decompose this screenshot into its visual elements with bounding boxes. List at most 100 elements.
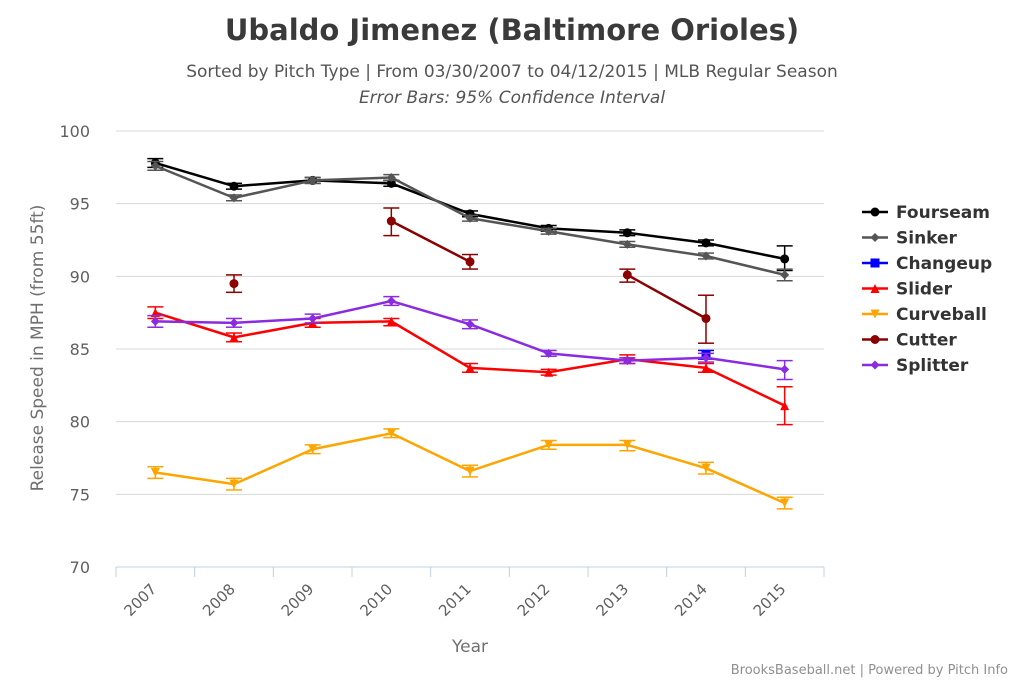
splitter-point-2015	[780, 364, 790, 374]
splitter-line-segment	[232, 317, 314, 325]
sinker-point-2013	[622, 239, 632, 249]
slider-line-segment	[311, 320, 393, 325]
slider-point-2012	[544, 367, 554, 377]
legend-label-splitter: Splitter	[896, 356, 969, 376]
x-tick-label-2013: 2013	[592, 580, 632, 620]
curveball-line-segment	[154, 471, 236, 486]
x-tick-label-2014: 2014	[671, 580, 711, 620]
slider-line-segment	[154, 311, 236, 339]
splitter-point-2009	[308, 313, 318, 323]
curveball-point-2013	[622, 440, 632, 450]
curveball-line-segment	[704, 466, 786, 505]
splitter-point-2007	[150, 316, 160, 326]
sinker-line-segment	[232, 179, 314, 200]
splitter-point-2010	[386, 296, 396, 306]
splitter-line-segment	[311, 299, 393, 320]
fourseam-point-2015	[780, 254, 790, 264]
y-tick-label-100: 100	[59, 122, 90, 141]
slider-line-segment	[468, 366, 550, 374]
legend-item-splitter[interactable]: Splitter	[862, 356, 969, 376]
splitter-line-segment	[468, 323, 550, 355]
curveball-line-segment	[626, 443, 708, 470]
series-cutter	[226, 207, 714, 344]
slider-point-2015	[780, 401, 790, 411]
splitter-line-segment	[704, 356, 786, 371]
y-tick-label-95: 95	[70, 195, 90, 214]
sinker-point-2014	[701, 251, 711, 261]
series-splitter	[147, 295, 793, 381]
splitter-point-2013	[622, 356, 632, 366]
slider-point-2011	[465, 363, 475, 373]
legend-item-fourseam[interactable]: Fourseam	[862, 203, 990, 223]
curveball-point-2012	[544, 440, 554, 450]
curveball-point-2008	[229, 479, 239, 489]
chart-subtitle-error-bars: Error Bars: 95% Confidence Interval	[359, 88, 665, 108]
sinker-line-segment	[390, 176, 472, 220]
sinker-point-2012	[544, 226, 554, 236]
x-tick-label-2007: 2007	[120, 580, 160, 620]
slider-line-segment	[547, 357, 629, 374]
sinker-line-segment	[547, 230, 629, 246]
chart-title: Ubaldo Jimenez (Baltimore Orioles)	[225, 13, 799, 47]
y-tick-label-85: 85	[70, 340, 90, 359]
chart-subtitle: Sorted by Pitch Type | From 03/30/2007 t…	[186, 62, 838, 82]
x-tick-label-2008: 2008	[199, 580, 239, 620]
legend-item-changeup[interactable]: Changeup	[862, 254, 992, 274]
legend-item-curveball[interactable]: Curveball	[862, 305, 987, 325]
splitter-line-segment	[547, 352, 629, 362]
cutter-point-2014	[701, 313, 711, 323]
sinker-point-2015	[780, 270, 790, 280]
slider-line-segment	[390, 320, 472, 370]
legend-marker-fourseam	[870, 207, 880, 217]
sinker-point-2010	[386, 173, 396, 183]
cutter-line-segment	[626, 273, 708, 320]
x-axis-label: Year	[451, 637, 488, 657]
sinker-line-segment	[154, 164, 236, 200]
splitter-point-2014	[701, 353, 711, 363]
splitter-line-segment	[390, 299, 472, 326]
curveball-point-2014	[701, 463, 711, 473]
fourseam-line-segment	[704, 241, 786, 261]
x-tick-label-2009: 2009	[278, 580, 318, 620]
fourseam-line-segment	[232, 179, 314, 188]
sinker-point-2011	[465, 213, 475, 223]
x-tick-label-2015: 2015	[750, 580, 790, 620]
y-axis-label: Release Speed in MPH (from 55ft)	[28, 205, 48, 492]
x-axis: 2007 2008 2009 2010 2011 2012 2013 2014 2015	[115, 566, 825, 620]
curveball-point-2015	[780, 498, 790, 508]
credits[interactable]: BrooksBaseball.net | Powered by Pitch In…	[731, 663, 1008, 678]
slider-line-segment	[704, 366, 786, 407]
gridlines	[116, 130, 824, 495]
y-tick-label-90: 90	[70, 267, 90, 286]
fourseam-line-segment	[154, 161, 236, 188]
legend-marker-slider	[870, 284, 880, 293]
legend-item-sinker[interactable]: Sinker	[862, 229, 958, 249]
curveball-point-2009	[308, 444, 318, 454]
legend-label-cutter: Cutter	[896, 331, 957, 351]
sinker-point-2009	[308, 175, 318, 185]
legend-label-changeup: Changeup	[896, 254, 992, 274]
curveball-point-2011	[465, 466, 475, 476]
splitter-point-2012	[544, 348, 554, 358]
legend-item-slider[interactable]: Slider	[862, 280, 953, 300]
legend-label-sinker: Sinker	[896, 229, 958, 249]
sinker-line-segment	[468, 216, 550, 233]
fourseam-line-segment	[468, 212, 550, 230]
curveball-line-segment	[468, 443, 550, 473]
splitter-point-2008	[229, 318, 239, 328]
legend-item-cutter[interactable]: Cutter	[862, 331, 957, 351]
curveball-line-segment	[390, 432, 472, 473]
sinker-line-segment	[704, 254, 786, 277]
fourseam-point-2013	[622, 228, 632, 238]
series-sinker	[147, 160, 793, 282]
legend-marker-sinker	[870, 233, 880, 242]
sinker-line-segment	[626, 243, 708, 258]
legend-marker-changeup	[870, 258, 880, 268]
legend: Fourseam Sinker Changeup Slider Curveball Cut…	[862, 203, 992, 376]
legend-marker-curveball	[870, 309, 880, 319]
splitter-line-segment	[154, 320, 236, 325]
cutter-point-2011	[465, 257, 475, 267]
curveball-point-2007	[150, 468, 160, 478]
slider-point-2010	[386, 316, 396, 326]
